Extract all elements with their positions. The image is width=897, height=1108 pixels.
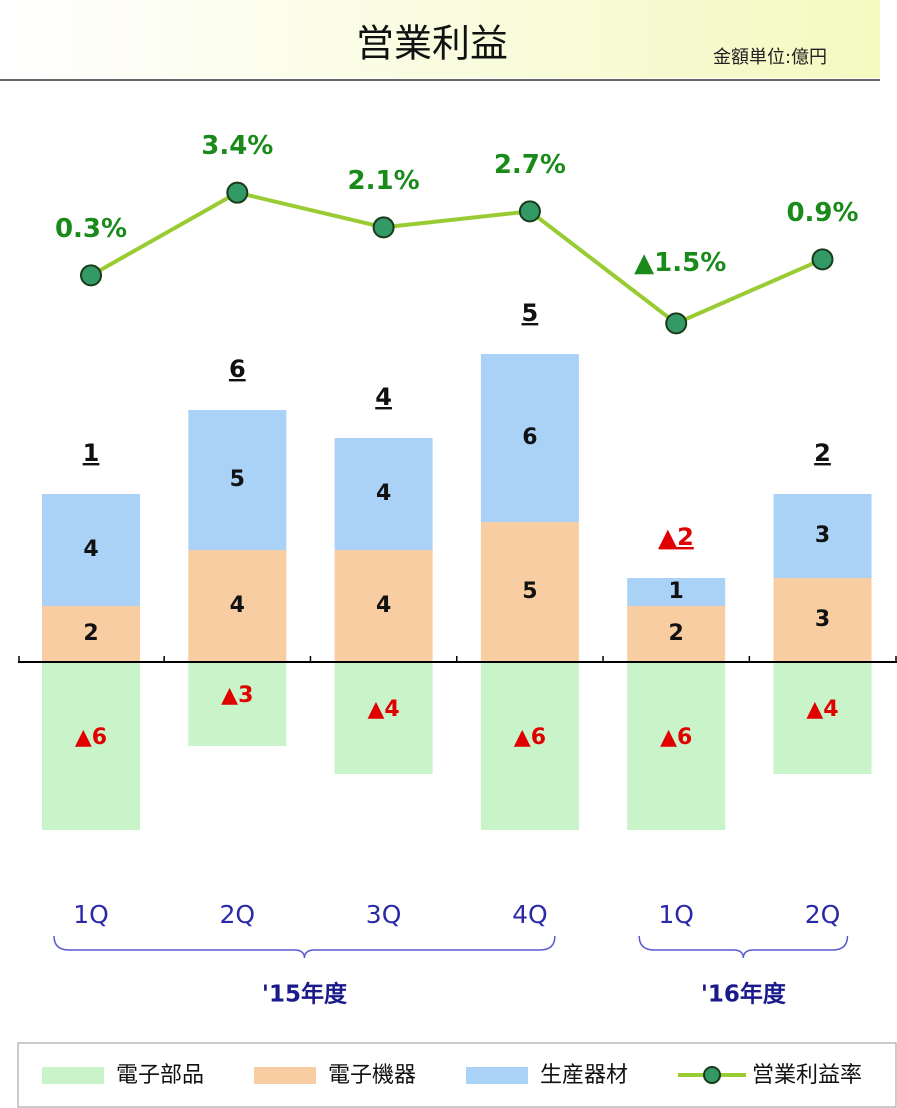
bar-value-label: 5 — [522, 579, 537, 604]
bar-value-label: 1 — [669, 579, 684, 604]
bar-segment — [42, 662, 140, 830]
bar-value-label: ▲6 — [660, 725, 692, 750]
rate-marker — [372, 216, 395, 239]
rate-marker — [811, 248, 834, 271]
group-brace — [53, 935, 556, 959]
bar-segment — [42, 606, 140, 662]
bar-value-label: 5 — [230, 467, 245, 492]
bar-value-label: 2 — [83, 621, 98, 646]
rate-label: ▲1.5% — [634, 248, 726, 278]
bar-segment — [627, 662, 726, 830]
bar-value-label: ▲4 — [806, 697, 838, 722]
rate-label: 0.9% — [786, 198, 858, 228]
legend-label: 電子部品 — [116, 1063, 204, 1088]
group-brace — [638, 935, 849, 959]
bar-segment — [334, 438, 433, 550]
bar-segment — [334, 550, 433, 662]
total-label: ▲2 — [659, 523, 694, 551]
bar-segment — [188, 550, 287, 662]
legend-box — [17, 1042, 897, 1108]
header-band — [0, 0, 880, 78]
rate-label: 3.4% — [201, 131, 273, 161]
bar-value-label: 4 — [376, 593, 391, 618]
unit-label: 金額単位:億円 — [713, 47, 827, 68]
bar-segment — [334, 662, 433, 774]
bar-segment — [773, 578, 872, 662]
x-tick-label: 1Q — [658, 900, 694, 929]
bar-value-label: ▲6 — [514, 725, 546, 750]
legend-label: 電子機器 — [328, 1063, 416, 1088]
rate-label: 2.1% — [348, 166, 420, 196]
legend-swatch — [466, 1067, 528, 1084]
x-tick-label: 3Q — [366, 900, 402, 929]
bar-segment — [188, 410, 287, 550]
x-tick-label: 2Q — [220, 900, 256, 929]
bar-value-label: ▲6 — [75, 725, 107, 750]
rate-marker — [80, 264, 102, 287]
rate-marker — [665, 312, 688, 335]
rate-label: 0.3% — [55, 214, 127, 244]
x-tick-label: 2Q — [805, 900, 841, 929]
bar-value-label: ▲3 — [221, 683, 253, 708]
legend-swatch — [254, 1067, 316, 1084]
rate-marker — [226, 181, 249, 204]
rate-marker — [518, 200, 541, 223]
bar-value-label: ▲4 — [367, 697, 399, 722]
bar-segment — [188, 662, 287, 746]
total-label: 6 — [229, 355, 246, 383]
bar-value-label: 3 — [815, 607, 830, 632]
bar-segment — [627, 578, 726, 606]
bar-value-label: 4 — [83, 537, 98, 562]
chart-title: 営業利益 — [356, 22, 508, 66]
bar-value-label: 4 — [376, 481, 391, 506]
total-label: 4 — [375, 383, 392, 411]
legend-swatch-marker — [703, 1066, 721, 1084]
bar-value-label: 4 — [230, 593, 245, 618]
rate-label: 2.7% — [494, 150, 566, 180]
rate-line — [90, 190, 824, 326]
x-tick-label: 1Q — [73, 900, 109, 929]
total-label: 5 — [522, 299, 539, 327]
bar-value-label: 2 — [669, 621, 684, 646]
legend-label: 生産器材 — [540, 1063, 628, 1088]
legend-swatch — [42, 1067, 104, 1084]
bar-segment — [773, 662, 872, 774]
bar-segment — [480, 354, 579, 522]
x-tick-label: 4Q — [512, 900, 548, 929]
bar-segment — [627, 606, 726, 662]
bar-segment — [773, 494, 872, 578]
bar-segment — [480, 522, 579, 662]
bar-segment — [42, 494, 140, 606]
group-label: '15年度 — [262, 981, 348, 1008]
bar-value-label: 6 — [522, 425, 537, 450]
legend-label: 営業利益率 — [752, 1063, 862, 1088]
bar-segment — [480, 662, 579, 830]
group-label: '16年度 — [701, 981, 787, 1008]
total-label: 2 — [814, 439, 831, 467]
total-label: 1 — [83, 439, 100, 467]
bar-value-label: 3 — [815, 523, 830, 548]
